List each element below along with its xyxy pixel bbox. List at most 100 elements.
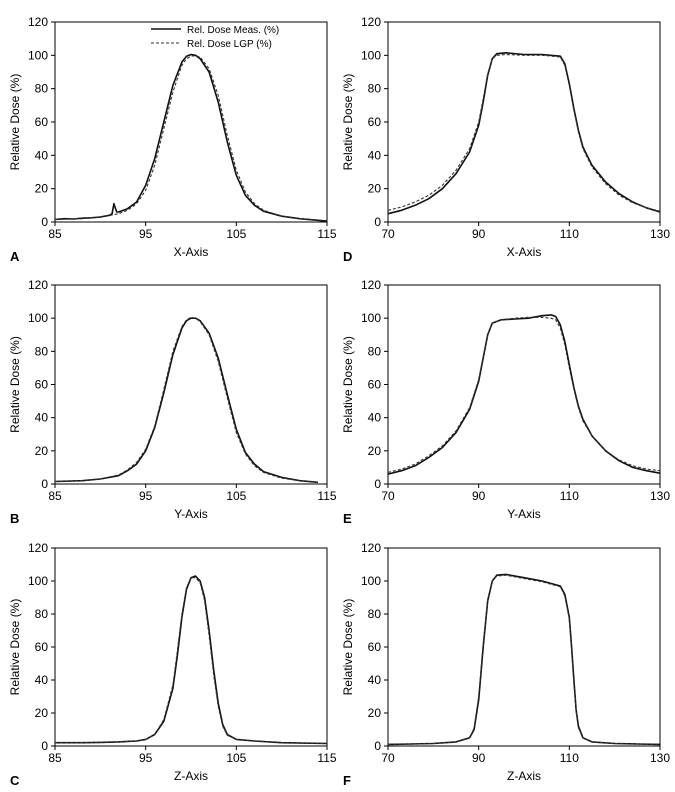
plot-frame: [54, 21, 328, 223]
y-tick-label: 0: [374, 215, 381, 229]
x-tick-label: 105: [226, 227, 246, 241]
plot-frame: [387, 284, 661, 485]
x-tick-label: 115: [317, 227, 336, 241]
panel-letter: E: [343, 511, 352, 526]
y-axis-label: Relative Dose (%): [8, 74, 22, 171]
y-tick-label: 60: [35, 378, 49, 392]
y-tick-label: 20: [368, 182, 382, 196]
series-lgp-line: [387, 574, 661, 745]
series-lgp-line: [54, 55, 328, 222]
y-tick-label: 80: [368, 607, 382, 621]
y-tick-label: 100: [361, 574, 381, 588]
x-tick-label: 130: [650, 751, 670, 765]
x-tick-label: 110: [560, 227, 579, 241]
y-tick-label: 0: [41, 215, 48, 229]
y-tick-label: 40: [35, 148, 49, 162]
y-tick-label: 120: [28, 278, 48, 292]
x-tick-label: 110: [560, 751, 579, 765]
x-tick-label: 110: [560, 489, 579, 503]
y-tick-label: 80: [35, 82, 49, 96]
x-tick-label: 105: [226, 751, 246, 765]
y-tick-label: 120: [28, 15, 48, 29]
y-tick-label: 60: [35, 640, 49, 654]
y-tick-label: 100: [28, 574, 48, 588]
panel-c: 0 20 40 60 80 100 120 85 95 105 115 Z-Axis Relative …: [8, 541, 337, 788]
x-tick-label: 115: [317, 751, 336, 765]
y-tick-label: 120: [361, 541, 381, 555]
x-tick-label: 130: [650, 489, 670, 503]
series-measured-line: [55, 575, 328, 745]
y-tick-label: 40: [35, 411, 49, 425]
x-tick-label: 115: [317, 489, 336, 503]
y-tick-label: 80: [368, 344, 382, 358]
y-axis-label: Relative Dose (%): [341, 336, 355, 433]
y-tick-label: 100: [361, 48, 381, 62]
x-tick-label: 95: [139, 227, 153, 241]
legend-measured-label: Rel. Dose Meas. (%): [187, 25, 279, 36]
series-measured-line: [387, 314, 661, 475]
x-tick-label: 85: [48, 751, 62, 765]
legend: Rel. Dose Meas. (%) Rel. Dose LGP (%): [151, 25, 279, 50]
y-tick-label: 40: [368, 148, 382, 162]
x-tick-label: 85: [48, 227, 62, 241]
x-tick-label: 85: [48, 489, 62, 503]
y-tick-label: 20: [35, 706, 49, 720]
y-tick-label: 0: [374, 739, 381, 753]
y-tick-label: 120: [361, 278, 381, 292]
panel-a: 0 20 40 60 80 100 120 85 95 105 115 X-Axis Relative …: [8, 15, 337, 264]
y-axis-label: Relative Dose (%): [341, 599, 355, 696]
y-axis-label: Relative Dose (%): [8, 336, 22, 433]
x-tick-label: 95: [139, 489, 153, 503]
x-tick-label: 90: [472, 751, 486, 765]
x-tick-label: 90: [472, 489, 486, 503]
y-tick-label: 60: [35, 115, 49, 129]
series-lgp-line: [387, 53, 661, 212]
y-tick-label: 20: [368, 444, 382, 458]
x-axis-label: Z-Axis: [507, 769, 541, 783]
series-lgp-line: [55, 577, 328, 745]
panel-d: 0 20 40 60 80 100 120 70 90 110 130 X-Axis Relative …: [341, 15, 670, 264]
x-axis-label: X-Axis: [507, 245, 542, 259]
series-measured-line: [54, 53, 328, 222]
x-tick-label: 70: [381, 227, 395, 241]
y-tick-label: 0: [41, 739, 48, 753]
panel-b: 0 20 40 60 80 100 120 85 95 105 115 Y-Axis Relative …: [8, 278, 337, 526]
x-axis-label: Y-Axis: [507, 507, 541, 521]
panel-letter: A: [10, 249, 20, 264]
y-tick-label: 20: [368, 706, 382, 720]
x-tick-label: 70: [381, 489, 395, 503]
panel-letter: B: [10, 511, 19, 526]
series-lgp-line: [387, 316, 661, 473]
x-tick-label: 70: [381, 751, 395, 765]
panel-letter: D: [343, 249, 352, 264]
y-tick-label: 0: [41, 477, 48, 491]
x-tick-label: 130: [650, 227, 670, 241]
x-tick-label: 105: [226, 489, 246, 503]
series-measured-line: [387, 51, 661, 215]
y-tick-label: 60: [368, 640, 382, 654]
y-tick-label: 80: [35, 344, 49, 358]
x-axis-label: Y-Axis: [174, 507, 208, 521]
legend-lgp-label: Rel. Dose LGP (%): [187, 39, 272, 50]
y-tick-label: 80: [368, 82, 382, 96]
series-measured-line: [387, 573, 661, 746]
plot-frame: [387, 21, 661, 223]
x-tick-label: 90: [472, 227, 486, 241]
y-axis-label: Relative Dose (%): [8, 599, 22, 696]
panel-letter: C: [10, 773, 20, 788]
y-tick-label: 100: [28, 48, 48, 62]
y-tick-label: 40: [368, 411, 382, 425]
y-tick-label: 120: [361, 15, 381, 29]
series-measured-line: [54, 317, 318, 484]
y-tick-label: 40: [35, 673, 49, 687]
x-axis-label: Z-Axis: [174, 769, 208, 783]
panel-letter: F: [343, 773, 351, 788]
y-tick-label: 120: [28, 541, 48, 555]
panel-e: 0 20 40 60 80 100 120 70 90 110 130 Y-Axis Relative …: [341, 278, 670, 526]
y-tick-label: 0: [374, 477, 381, 491]
x-tick-label: 95: [139, 751, 153, 765]
plot-frame: [54, 284, 328, 485]
x-axis-label: X-Axis: [174, 245, 209, 259]
y-tick-label: 60: [368, 115, 382, 129]
y-tick-label: 80: [35, 607, 49, 621]
